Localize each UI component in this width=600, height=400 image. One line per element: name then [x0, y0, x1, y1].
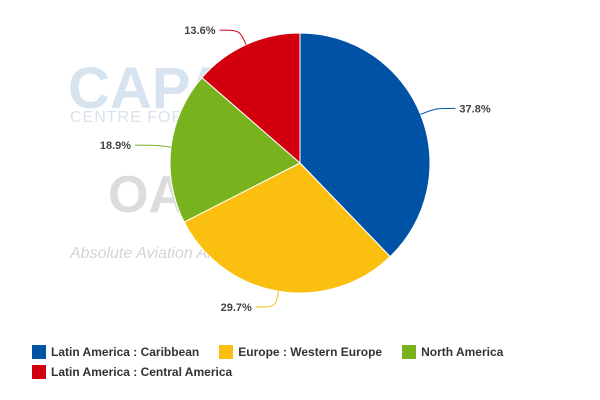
data-label-north-america: 18.9% — [100, 140, 131, 152]
data-label-latin-america-central-america: 13.6% — [184, 25, 215, 37]
legend-swatch — [402, 344, 417, 359]
legend: Latin America : Caribbean Europe : Wester… — [32, 344, 592, 379]
legend-item-europe-western-europe[interactable]: Europe : Western Europe — [219, 344, 382, 359]
legend-swatch — [219, 344, 234, 359]
legend-swatch — [32, 344, 46, 359]
data-label-europe-western-europe: 29.7% — [221, 302, 252, 314]
pie-slice-latin-america-caribbean — [299, 32, 431, 258]
data-label-latin-america-caribbean: 37.8% — [459, 103, 490, 115]
legend-label: Latin America : Central America — [51, 364, 233, 379]
leader-line-europe-western-europe — [255, 291, 279, 308]
leader-line-north-america — [135, 144, 172, 148]
pie-slice-north-america — [169, 76, 301, 223]
legend-item-latin-america-caribbean[interactable]: Latin America : Caribbean — [32, 344, 199, 359]
leader-line-latin-america-central-america — [219, 29, 247, 45]
leader-line-latin-america-caribbean — [420, 107, 456, 115]
pie-data-labels: 37.8% 29.7% 18.9% 13.6% — [100, 25, 491, 314]
legend-swatch — [32, 364, 46, 379]
pie-slices — [169, 32, 431, 294]
legend-item-latin-america-central-america[interactable]: Latin America : Central America — [32, 364, 232, 379]
pie-chart: CAPA CENTRE FOR AVIATION OAG Absolute Av… — [68, 25, 491, 314]
legend-item-north-america[interactable]: North America — [402, 344, 503, 359]
legend-label: North America — [421, 344, 504, 359]
legend-label: Europe : Western Europe — [238, 344, 383, 359]
legend-label: Latin America : Caribbean — [51, 344, 200, 359]
